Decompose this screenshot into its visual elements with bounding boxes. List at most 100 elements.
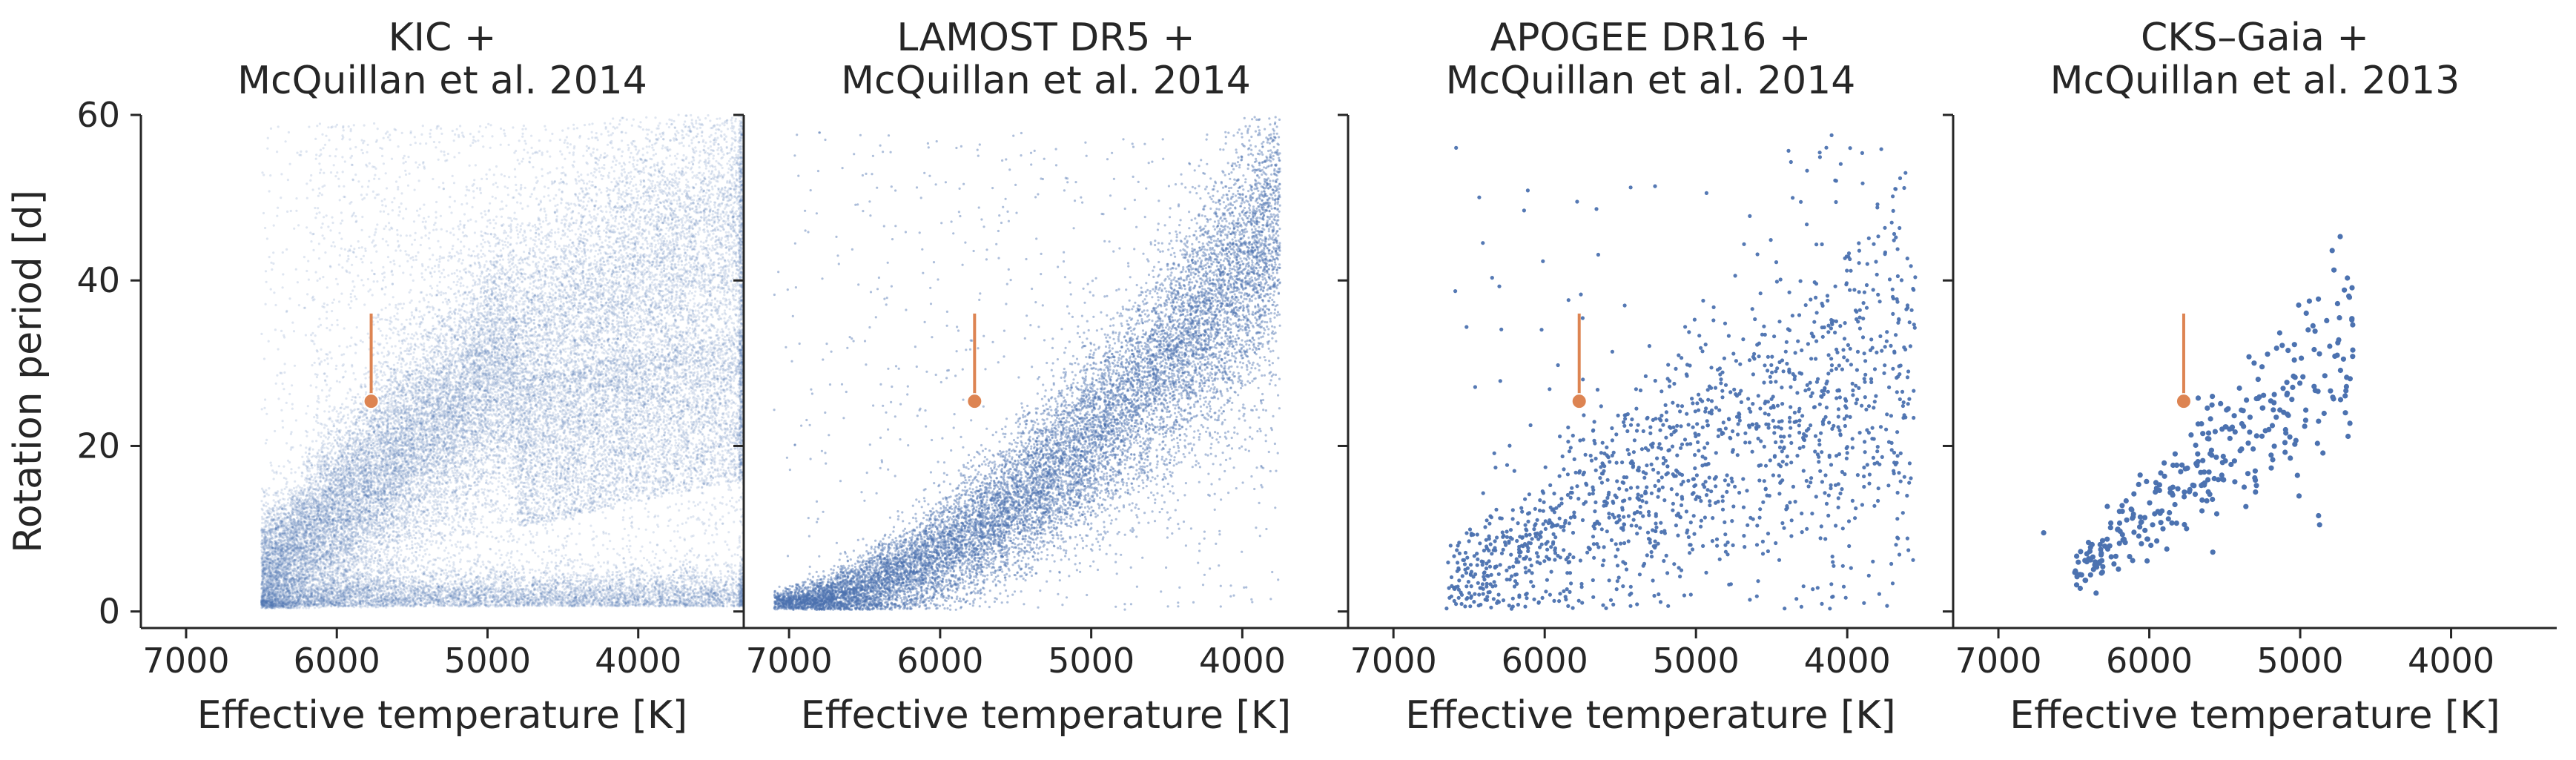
data-point bbox=[480, 216, 484, 219]
data-point bbox=[268, 592, 271, 595]
data-point bbox=[676, 549, 678, 552]
data-point bbox=[402, 217, 405, 220]
data-point bbox=[624, 502, 627, 505]
data-point bbox=[488, 328, 491, 331]
data-point bbox=[313, 473, 316, 476]
data-point bbox=[410, 299, 413, 302]
data-point bbox=[569, 414, 572, 417]
data-point bbox=[277, 206, 280, 209]
data-point bbox=[669, 539, 673, 542]
data-point bbox=[383, 276, 386, 279]
data-point bbox=[635, 183, 638, 186]
data-point bbox=[562, 260, 565, 263]
data-point bbox=[582, 182, 586, 185]
data-point bbox=[533, 509, 536, 512]
data-point bbox=[361, 261, 364, 264]
data-point bbox=[499, 570, 502, 573]
data-point bbox=[515, 183, 518, 186]
data-point bbox=[453, 156, 456, 159]
data-point bbox=[360, 194, 363, 196]
data-point bbox=[481, 561, 484, 564]
data-point bbox=[507, 288, 510, 291]
data-point bbox=[333, 543, 336, 546]
data-point bbox=[546, 276, 549, 279]
data-point bbox=[331, 526, 334, 529]
data-point bbox=[719, 468, 722, 472]
data-point bbox=[475, 518, 479, 521]
data-point bbox=[705, 225, 709, 228]
data-point bbox=[629, 375, 632, 378]
data-point bbox=[501, 258, 505, 261]
data-point bbox=[476, 468, 479, 471]
data-point bbox=[637, 527, 641, 530]
data-point bbox=[338, 231, 341, 234]
data-point bbox=[730, 496, 734, 500]
data-point bbox=[601, 280, 604, 282]
data-point bbox=[351, 570, 354, 573]
data-point bbox=[571, 495, 574, 498]
data-point bbox=[607, 202, 610, 205]
data-point bbox=[358, 603, 361, 606]
data-point bbox=[719, 576, 722, 579]
data-point bbox=[360, 148, 363, 151]
data-point bbox=[564, 505, 567, 508]
data-point bbox=[690, 160, 693, 163]
data-point bbox=[438, 466, 441, 469]
data-point bbox=[350, 523, 353, 526]
data-point bbox=[690, 139, 693, 142]
data-point bbox=[478, 130, 480, 133]
data-point bbox=[722, 297, 725, 300]
data-point bbox=[509, 532, 513, 535]
data-point bbox=[725, 441, 729, 444]
data-point bbox=[627, 548, 630, 551]
data-point bbox=[677, 423, 680, 426]
data-point bbox=[381, 204, 384, 207]
data-point bbox=[508, 494, 511, 498]
data-point bbox=[544, 125, 546, 128]
data-point bbox=[538, 238, 541, 241]
data-point bbox=[713, 388, 716, 391]
data-point bbox=[533, 335, 536, 338]
data-point bbox=[598, 285, 601, 288]
data-point bbox=[295, 197, 298, 200]
data-point bbox=[489, 222, 492, 225]
data-point bbox=[549, 366, 552, 369]
data-point bbox=[667, 235, 670, 238]
data-point bbox=[317, 521, 320, 525]
data-point bbox=[569, 202, 573, 205]
data-point bbox=[716, 300, 719, 303]
data-point bbox=[317, 506, 320, 509]
data-point bbox=[297, 304, 300, 307]
data-point bbox=[475, 457, 478, 460]
data-point bbox=[323, 410, 326, 413]
data-point bbox=[269, 571, 272, 574]
data-point bbox=[311, 587, 314, 590]
data-point bbox=[712, 558, 715, 561]
data-point bbox=[336, 323, 339, 326]
data-point bbox=[592, 457, 595, 460]
data-point bbox=[472, 284, 475, 287]
data-point bbox=[545, 239, 548, 242]
data-point bbox=[328, 410, 331, 413]
data-point bbox=[455, 586, 458, 589]
data-point bbox=[665, 280, 668, 282]
data-point bbox=[636, 194, 640, 197]
data-point bbox=[442, 387, 445, 391]
data-point bbox=[410, 265, 414, 268]
data-point bbox=[277, 604, 280, 608]
data-point bbox=[569, 574, 572, 577]
data-point bbox=[592, 530, 595, 533]
data-point bbox=[354, 396, 357, 399]
data-point bbox=[644, 373, 647, 376]
data-point bbox=[285, 522, 288, 525]
data-point bbox=[618, 176, 621, 179]
data-point bbox=[407, 589, 410, 592]
data-point bbox=[636, 495, 639, 498]
data-point bbox=[479, 275, 482, 278]
data-point bbox=[676, 381, 679, 384]
data-point bbox=[728, 434, 731, 437]
data-point bbox=[390, 523, 393, 526]
data-point bbox=[591, 180, 594, 183]
data-point bbox=[418, 549, 422, 552]
data-point bbox=[682, 272, 686, 275]
